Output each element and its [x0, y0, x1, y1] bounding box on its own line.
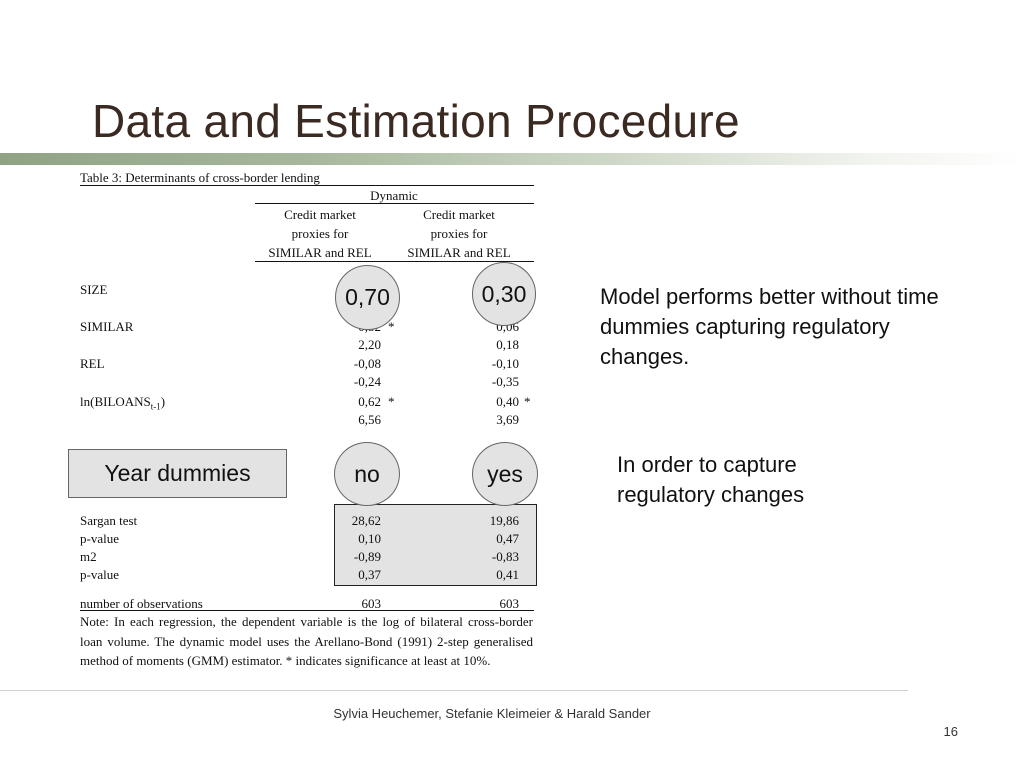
- biloans-col1-star: *: [388, 394, 395, 409]
- table-caption: Table 3: Determinants of cross-border le…: [80, 170, 320, 185]
- row-label-size: SIZE: [80, 282, 108, 297]
- table-top-rule: [80, 185, 534, 186]
- pvalue2-col2: 0,41: [496, 567, 519, 582]
- pvalue1-col2: 0,47: [496, 531, 519, 546]
- col1-header-line2: proxies for: [291, 226, 349, 241]
- similar-col1-star: *: [388, 319, 395, 334]
- stat-label-sargan: Sargan test: [80, 513, 138, 528]
- rel-col2-tstat: -0,35: [491, 374, 519, 389]
- footer-divider: [0, 690, 908, 691]
- sargan-col2: 19,86: [489, 513, 519, 528]
- row-label-similar: SIMILAR: [80, 319, 134, 334]
- stat-label-pvalue-1: p-value: [80, 531, 119, 546]
- m2-col2: -0,83: [491, 549, 519, 564]
- m2-col1: -0,89: [353, 549, 381, 564]
- pvalue1-col1: 0,10: [358, 531, 381, 546]
- row-label-rel: REL: [80, 356, 105, 371]
- rel-col1-value: -0,08: [353, 356, 381, 371]
- dummies-col1-circle: no: [334, 442, 400, 506]
- size-col2-circle: 0,30: [472, 262, 536, 326]
- table-group-header: Dynamic: [370, 188, 418, 203]
- table-header-rule: [255, 261, 534, 262]
- year-dummies-box: Year dummies: [68, 449, 287, 498]
- row-label-biloans: ln(BILOANSt-1): [80, 394, 166, 412]
- bullet-text-regulatory-changes: In order to capture regulatory changes: [617, 452, 805, 507]
- rel-col1-tstat: -0,24: [353, 374, 381, 389]
- dummies-col2-circle: yes: [472, 442, 538, 506]
- observations-col1: 603: [361, 596, 382, 611]
- col2-header-line3: SIMILAR and REL: [407, 245, 511, 260]
- observations-label: number of observations: [80, 596, 203, 611]
- biloans-col2-tstat: 3,69: [496, 412, 519, 427]
- table-group-rule: [255, 203, 534, 204]
- footer-authors: Sylvia Heuchemer, Stefanie Kleimeier & H…: [333, 706, 651, 721]
- pvalue2-col1: 0,37: [358, 567, 381, 582]
- size-col1-circle: 0,70: [335, 265, 400, 330]
- sargan-col1: 28,62: [351, 513, 381, 528]
- rel-col2-value: -0,10: [491, 356, 519, 371]
- biloans-col2-value: 0,40: [496, 394, 519, 409]
- biloans-col1-value: 0,62: [358, 394, 381, 409]
- stat-label-pvalue-2: p-value: [80, 567, 119, 582]
- observations-col2: 603: [499, 596, 520, 611]
- col1-header-line1: Credit market: [284, 207, 356, 222]
- similar-col1-tstat: 2,20: [358, 337, 381, 352]
- table-note: Note: In each regression, the dependent …: [80, 614, 533, 668]
- diagnostics-highlight-box: [334, 504, 537, 586]
- page-number: 16: [943, 724, 958, 739]
- slide-title: Data and Estimation Procedure: [92, 95, 740, 147]
- biloans-col2-star: *: [524, 394, 531, 409]
- similar-col2-tstat: 0,18: [496, 337, 519, 352]
- biloans-col1-tstat: 6,56: [358, 412, 381, 427]
- stat-label-m2: m2: [80, 549, 97, 564]
- col2-header-line2: proxies for: [430, 226, 488, 241]
- table-bottom-rule: [80, 610, 534, 611]
- title-underline-bar: [0, 153, 1024, 165]
- bullet-text-model-performance: Model performs better without time dummi…: [600, 284, 939, 369]
- col1-header-line3: SIMILAR and REL: [268, 245, 372, 260]
- col2-header-line1: Credit market: [423, 207, 495, 222]
